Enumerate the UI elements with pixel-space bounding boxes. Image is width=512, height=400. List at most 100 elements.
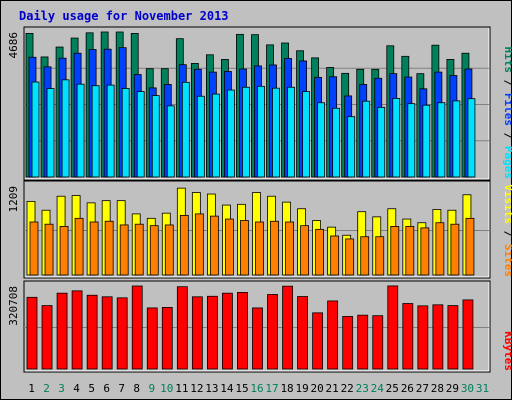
- bar-kbytes-day-10: [161, 307, 173, 370]
- bar-kbytes-day-1: [26, 296, 38, 370]
- bar-sites-day-14: [225, 218, 234, 276]
- x-tick-label-day-16: 16: [250, 382, 263, 395]
- bar-kbytes-day-7: [116, 297, 128, 370]
- bar-pages-day-25: [392, 98, 401, 178]
- legend-sites: Sites: [502, 244, 512, 277]
- bar-sites-day-4: [74, 217, 84, 276]
- x-tick-label-day-20: 20: [311, 382, 324, 395]
- x-tick-label-day-12: 12: [190, 382, 203, 395]
- bar-sites-day-22: [345, 238, 355, 276]
- bar-kbytes-day-25: [387, 285, 399, 370]
- bar-kbytes-day-27: [417, 305, 429, 370]
- legend-pages: Pages: [502, 146, 512, 179]
- bar-pages-day-3: [61, 79, 70, 178]
- bar-sites-day-5: [89, 221, 99, 276]
- bar-kbytes-day-9: [146, 307, 158, 370]
- bar-kbytes-day-20: [312, 312, 324, 370]
- bar-pages-day-19: [302, 91, 310, 178]
- legend-visits: Visits: [502, 184, 512, 224]
- legend-separator: /: [502, 126, 512, 146]
- bar-sites-day-15: [240, 220, 249, 276]
- x-tick-label-day-3: 3: [58, 382, 65, 395]
- x-tick-label-day-14: 14: [220, 382, 234, 395]
- bar-pages-day-14: [227, 89, 235, 178]
- bar-sites-day-7: [119, 224, 129, 276]
- x-tick-label-day-17: 17: [265, 382, 278, 395]
- bar-pages-day-26: [407, 103, 416, 178]
- bar-kbytes-day-24: [372, 315, 384, 370]
- x-tick-label-day-6: 6: [103, 382, 110, 395]
- bar-kbytes-day-15: [237, 291, 248, 370]
- legend-hits: Hits: [502, 47, 512, 74]
- bar-sites-day-18: [285, 221, 294, 276]
- bar-sites-day-10: [164, 224, 174, 276]
- bar-kbytes-day-21: [327, 300, 339, 370]
- y-max-label: 4686: [7, 32, 20, 59]
- x-tick-label-day-4: 4: [73, 382, 80, 395]
- bar-pages-day-6: [106, 84, 115, 178]
- bar-pages-day-17: [272, 87, 280, 178]
- bar-sites-day-8: [134, 223, 144, 276]
- bar-sites-day-28: [435, 222, 445, 276]
- bar-kbytes-day-26: [402, 303, 414, 370]
- bar-sites-day-6: [104, 220, 114, 276]
- x-tick-label-day-15: 15: [235, 382, 248, 395]
- legend: Visits / Sites: [502, 184, 512, 277]
- bar-sites-day-3: [59, 226, 69, 276]
- bar-pages-day-16: [257, 85, 265, 178]
- x-tick-label-day-26: 26: [401, 382, 414, 395]
- bar-kbytes-day-30: [462, 299, 474, 370]
- bar-kbytes-day-12: [191, 296, 203, 370]
- bar-pages-day-13: [211, 93, 220, 178]
- panel-hits-files-pages: 4686 Hits / Files / Pages: [7, 26, 512, 181]
- bar-pages-day-8: [136, 91, 145, 178]
- bar-pages-day-20: [317, 102, 326, 178]
- bar-sites-day-19: [300, 225, 309, 276]
- legend: Hits / Files / Pages: [502, 47, 512, 180]
- y-max-label: 1209: [7, 186, 20, 213]
- bar-kbytes-day-23: [357, 314, 369, 370]
- bar-sites-day-12: [194, 213, 204, 276]
- x-tick-label-day-7: 7: [118, 382, 125, 395]
- x-tick-label-day-8: 8: [133, 382, 140, 395]
- x-tick-label-day-23: 23: [356, 382, 369, 395]
- chart-title: Daily usage for November 2013: [19, 9, 229, 23]
- bar-kbytes-day-5: [86, 294, 98, 370]
- legend-files: Files: [502, 93, 512, 126]
- x-tick-label-day-5: 5: [88, 382, 95, 395]
- bar-kbytes-day-11: [176, 286, 188, 370]
- y-max-label: 320708: [7, 286, 20, 326]
- bar-pages-day-27: [422, 104, 431, 178]
- x-tick-label-day-24: 24: [371, 382, 385, 395]
- bar-sites-day-1: [29, 221, 39, 276]
- bar-kbytes-day-13: [206, 295, 218, 370]
- legend-separator: /: [502, 73, 512, 93]
- x-tick-label-day-21: 21: [326, 382, 339, 395]
- bar-kbytes-day-18: [282, 285, 293, 370]
- panel-kbytes: 320708 KBytes: [7, 280, 512, 373]
- bar-sites-day-9: [149, 225, 159, 276]
- bar-pages-day-7: [121, 88, 130, 178]
- panel-visits-sites: 1209 Visits / Sites: [7, 180, 512, 279]
- bar-kbytes-day-17: [267, 294, 278, 370]
- bar-kbytes-day-14: [222, 292, 233, 370]
- bar-sites-day-17: [270, 220, 279, 276]
- bar-sites-day-13: [209, 215, 219, 276]
- bar-sites-day-16: [255, 221, 264, 276]
- x-tick-label-day-10: 10: [160, 382, 173, 395]
- bar-pages-day-21: [332, 107, 341, 178]
- bar-sites-day-23: [360, 236, 370, 276]
- x-tick-label-day-13: 13: [205, 382, 218, 395]
- bar-sites-day-11: [179, 214, 189, 276]
- x-tick-label-day-29: 29: [446, 382, 459, 395]
- bar-pages-day-11: [181, 81, 190, 178]
- bar-pages-day-4: [76, 83, 85, 178]
- bar-pages-day-1: [31, 81, 40, 178]
- bar-kbytes-day-29: [447, 305, 459, 370]
- bar-pages-day-9: [151, 95, 160, 178]
- bar-sites-day-27: [420, 227, 430, 276]
- bar-kbytes-day-28: [432, 304, 444, 370]
- bar-sites-day-26: [405, 226, 415, 276]
- bar-sites-day-30: [465, 217, 475, 276]
